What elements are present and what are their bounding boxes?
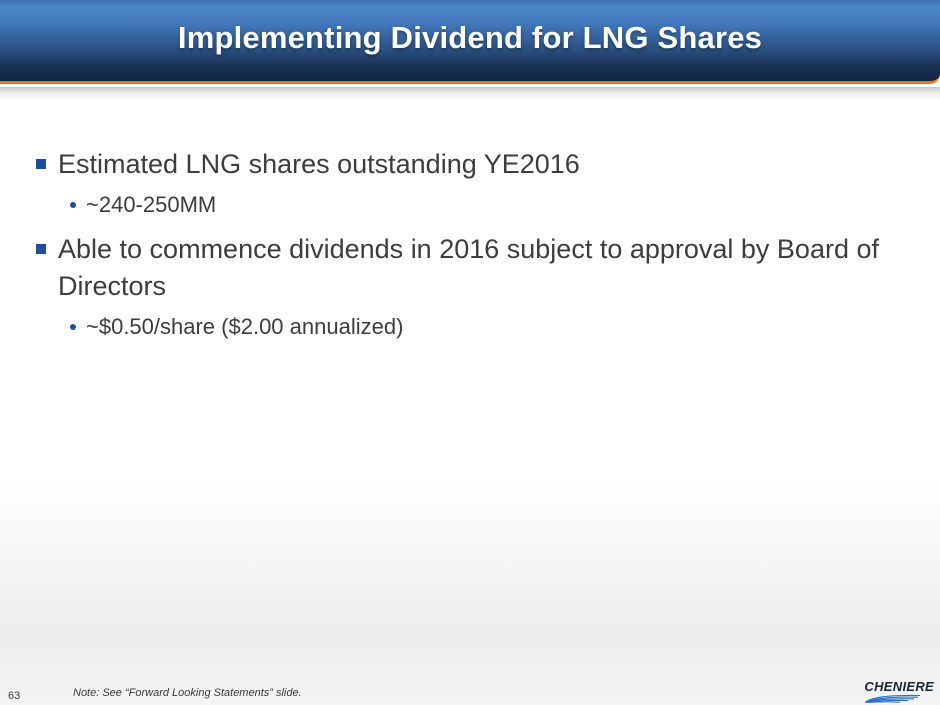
header-shadow (0, 87, 940, 101)
sub-bullet-item: ~240-250MM (70, 189, 910, 221)
page-number: 63 (8, 690, 21, 702)
dot-bullet-icon (70, 202, 76, 208)
sub-bullet-text: ~240-250MM (86, 192, 217, 217)
cheniere-logo-text: CHENIERE (864, 679, 934, 694)
cheniere-swoosh-icon (865, 694, 921, 703)
footnote: Note: See “Forward Looking Statements” s… (73, 687, 302, 699)
bullet-item: Estimated LNG shares outstanding YE2016 (36, 146, 910, 183)
sub-bullet-text: ~$0.50/share ($2.00 annualized) (86, 314, 404, 339)
cheniere-logo: CHENIERE (864, 679, 934, 703)
square-bullet-icon (36, 159, 46, 169)
header-band: Implementing Dividend for LNG Shares (0, 0, 940, 84)
sub-bullet-item: ~$0.50/share ($2.00 annualized) (70, 311, 910, 343)
bullet-text: Able to commence dividends in 2016 subje… (58, 234, 879, 301)
bullet-text: Estimated LNG shares outstanding YE2016 (58, 149, 580, 179)
bullet-item: Able to commence dividends in 2016 subje… (36, 231, 910, 305)
slide-body: Estimated LNG shares outstanding YE2016 … (36, 146, 910, 353)
square-bullet-icon (36, 244, 46, 254)
page-title: Implementing Dividend for LNG Shares (177, 19, 763, 55)
dot-bullet-icon (70, 324, 76, 330)
